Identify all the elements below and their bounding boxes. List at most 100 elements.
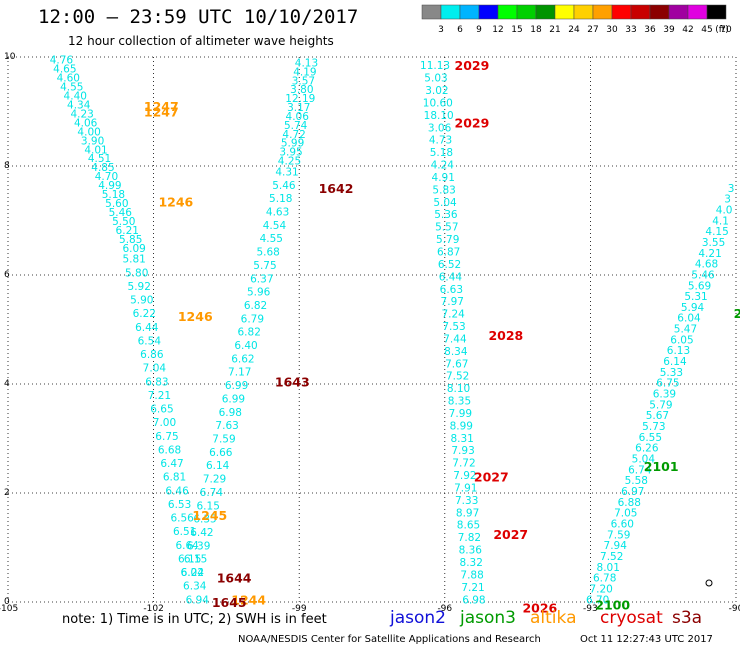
swh-value-label: 4.99	[98, 180, 121, 192]
swh-value-label: 5.92	[128, 281, 151, 293]
swh-value-label: 4.40	[64, 91, 87, 103]
swh-value-label: 5.90	[130, 295, 153, 307]
swh-value-label: 8.31	[450, 433, 473, 445]
x-tick-label: -102	[143, 604, 163, 614]
swh-value-label: 6.75	[656, 378, 679, 390]
swh-value-label: 6.94	[186, 594, 210, 606]
swh-value-label: 4.06	[286, 111, 310, 123]
swh-value-label: 7.88	[460, 569, 483, 581]
swh-value-label: 7.99	[449, 408, 472, 420]
swh-value-label: 7.91	[454, 482, 477, 494]
time-label: 1247	[144, 99, 179, 114]
swh-value-label: 6.97	[621, 486, 644, 498]
time-label: 1644	[217, 570, 252, 585]
swh-value-label: 6.44	[439, 271, 463, 283]
swh-value-label: 4.23	[70, 108, 93, 120]
swh-value-label: 6.05	[670, 334, 693, 346]
swh-value-label: 8.34	[444, 346, 468, 358]
swh-value-label: 8.36	[459, 545, 483, 557]
time-label: 1244	[231, 592, 266, 607]
time-label: 2027	[493, 527, 528, 542]
swh-value-label: 5.50	[112, 216, 135, 228]
swh-value-label: 6.56	[170, 513, 194, 525]
swh-value-label: 6.21	[116, 225, 139, 237]
swh-value-label: 4.85	[91, 162, 114, 174]
swh-value-label: 7.63	[215, 420, 238, 432]
swh-value-label: 6.37	[250, 273, 273, 285]
swh-value-label: 4.51	[88, 153, 111, 165]
colorbar-swatch	[573, 4, 594, 20]
swh-value-label: 3.90	[81, 135, 104, 147]
colorbar-label: 12	[492, 25, 503, 35]
swh-value-label: 7.00	[153, 417, 176, 429]
swh-value-label: 6.86	[140, 349, 164, 361]
y-tick-label: 4	[4, 379, 10, 389]
swh-value-label: 6.22	[181, 567, 204, 579]
swh-value-label: 6.40	[234, 340, 257, 352]
x-tick-label: -90	[729, 604, 740, 614]
swh-value-label: 6.09	[122, 243, 145, 255]
time-label: 2028	[488, 328, 523, 343]
colorbar-label: 45	[701, 25, 712, 35]
swh-value-label: 3	[728, 183, 735, 195]
time-label: 1247	[144, 105, 179, 120]
colorbar-swatch	[421, 4, 442, 20]
colorbar-label: 70	[720, 25, 732, 35]
swh-value-label: 5.67	[646, 410, 669, 422]
swh-value-label: 7.20	[589, 583, 612, 595]
swh-value-label: 4.34	[67, 99, 91, 111]
colorbar-label: 24	[568, 25, 580, 35]
colorbar-swatch	[459, 4, 480, 20]
swh-value-label: 6.04	[677, 313, 701, 325]
swh-value-label: 5.46	[272, 180, 296, 192]
swh-value-label: 6.74	[200, 487, 224, 499]
swh-value-label: 5.18	[430, 147, 453, 159]
swh-value-label: 3.80	[290, 84, 313, 96]
swh-value-label: 6.04	[181, 567, 205, 579]
colorbar-label: 33	[625, 25, 636, 35]
swh-value-label: 4.21	[698, 248, 721, 260]
time-label: 2	[734, 306, 740, 321]
swh-value-label: 7.33	[455, 495, 478, 507]
time-label: 1245	[192, 508, 227, 523]
swh-value-label: 8.01	[597, 562, 620, 574]
wave-height-labels: 4.764.654.604.554.404.344.234.064.003.90…	[50, 55, 735, 607]
swh-value-label: 4.13	[295, 57, 318, 69]
swh-value-label: 7.97	[441, 296, 464, 308]
swh-value-label: 18.10	[424, 110, 454, 122]
x-tick-label: -93	[583, 604, 598, 614]
swh-value-label: 3.17	[287, 102, 310, 114]
colorbar-label: 3	[438, 25, 444, 35]
time-label: 2029	[455, 115, 490, 130]
swh-value-label: 6.44	[135, 322, 159, 334]
swh-value-label: 6.46	[165, 485, 189, 497]
swh-value-label: 4.1	[712, 215, 729, 227]
colorbar-label: 6	[457, 25, 463, 35]
swh-value-label: 6.70	[586, 594, 609, 606]
swh-value-label: 4.91	[432, 172, 455, 184]
swh-value-label: 6.79	[241, 313, 264, 325]
time-label: 1645	[212, 595, 247, 610]
swh-value-label: 6.88	[618, 497, 641, 509]
colorbar-swatch	[554, 4, 575, 20]
swh-value-label: 7.59	[212, 434, 235, 446]
swh-value-label: 7.21	[461, 582, 484, 594]
swh-value-label: 4.70	[95, 171, 118, 183]
swh-value-label: 7.94	[604, 540, 628, 552]
colorbar-label: 15	[511, 25, 522, 35]
swh-value-label: 6.53	[168, 499, 191, 511]
swh-value-label: 7.52	[446, 371, 469, 383]
swh-value-label: 7.24	[441, 309, 465, 321]
swh-value-label: 5.68	[256, 247, 279, 259]
swh-value-label: 5.83	[432, 184, 455, 196]
time-label: 1246	[178, 309, 213, 324]
swh-value-label: 3.02	[425, 85, 448, 97]
swh-value-label: 6.98	[219, 407, 242, 419]
swh-value-label: 7.05	[614, 508, 637, 520]
x-tick-label: -99	[292, 604, 307, 614]
swh-value-label: 10.60	[423, 97, 453, 109]
swh-value-label: 6.26	[635, 443, 659, 455]
swh-value-label: 6.15	[178, 553, 201, 565]
legend-jason2: jason2	[390, 608, 446, 628]
